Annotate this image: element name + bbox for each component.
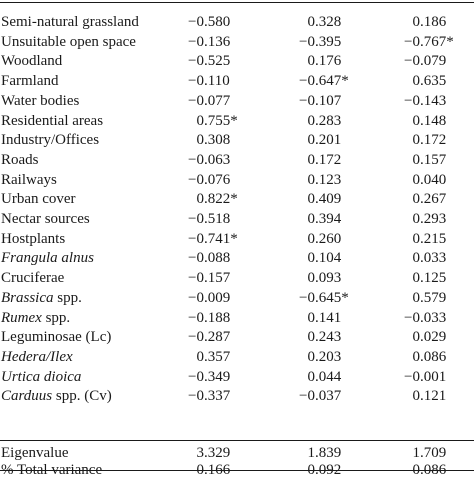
row-label: % Total variance bbox=[1, 462, 103, 478]
row-label: Water bodies bbox=[1, 92, 80, 109]
row-label: Railways bbox=[1, 171, 57, 188]
table-row: Rumex spp. −0.188 0.141 −0.033 bbox=[1, 309, 447, 326]
row-label: Urban cover bbox=[1, 191, 76, 208]
table-row: Woodland −0.525 0.176 −0.079 bbox=[1, 53, 447, 70]
row-label: Industry/Offices bbox=[1, 132, 100, 149]
table-row: Hedera/Ilex 0.357 0.203 0.086 bbox=[1, 348, 447, 365]
table-row: Carduus spp. (Cv) −0.337 −0.037 0.121 bbox=[1, 388, 447, 405]
row-label: Cruciferae bbox=[1, 270, 65, 287]
row-label: Hedera/Ilex bbox=[1, 348, 73, 365]
row-label: Brassica spp. bbox=[1, 289, 82, 306]
bottom-rule bbox=[0, 470, 474, 471]
row-label: Leguminosae (Lc) bbox=[1, 329, 112, 346]
table-row: Industry/Offices 0.308 0.201 0.172 bbox=[1, 132, 447, 149]
table-row: Unsuitable open space −0.136 −0.395 −0.767* bbox=[1, 33, 454, 50]
row-label: Roads bbox=[1, 151, 39, 168]
table-row: Nectar sources −0.518 0.394 0.293 bbox=[1, 211, 447, 227]
row-label: Nectar sources bbox=[1, 211, 90, 227]
table-row: Residential areas 0.755* 0.283 0.148 bbox=[1, 112, 447, 129]
table-row: Roads −0.063 0.172 0.157 bbox=[1, 151, 447, 168]
row-label: Eigenvalue bbox=[1, 445, 69, 461]
table-row: Leguminosae (Lc) −0.287 0.243 0.029 bbox=[1, 329, 447, 346]
row-label: Woodland bbox=[1, 53, 63, 70]
table-row: Farmland −0.110 −0.647* 0.635 bbox=[1, 73, 447, 90]
summary-row: % Total variance 0.166 0.092 0.086 bbox=[1, 462, 447, 478]
table-row: Hostplants −0.741* 0.260 0.215 bbox=[1, 230, 447, 247]
table-row: Frangula alnus −0.088 0.104 0.033 bbox=[1, 250, 447, 267]
summary-row: Eigenvalue 3.329 1.839 1.709 bbox=[1, 445, 447, 461]
row-label: Unsuitable open space bbox=[1, 33, 136, 50]
table-row: Brassica spp. −0.009 −0.645* 0.579 bbox=[1, 289, 447, 306]
row-label: Hostplants bbox=[1, 230, 66, 247]
row-label: Rumex spp. bbox=[1, 309, 71, 326]
middle-rule bbox=[0, 440, 474, 441]
row-label: Farmland bbox=[1, 73, 59, 90]
table-row: Cruciferae −0.157 0.093 0.125 bbox=[1, 270, 447, 287]
table-row: Water bodies −0.077 −0.107 −0.143 bbox=[1, 92, 447, 109]
row-label: Semi-natural grassland bbox=[1, 14, 139, 30]
row-label: Frangula alnus bbox=[1, 250, 94, 267]
table-row: Railways −0.076 0.123 0.040 bbox=[1, 171, 447, 188]
top-rule bbox=[0, 2, 474, 3]
table-row: Semi-natural grassland −0.580 0.328 0.186 bbox=[1, 14, 447, 30]
table-row: Urtica dioica −0.349 0.044 −0.001 bbox=[1, 368, 447, 385]
row-label: Urtica dioica bbox=[1, 368, 82, 385]
row-label: Carduus spp. (Cv) bbox=[1, 388, 112, 405]
table-row: Urban cover 0.822* 0.409 0.267 bbox=[1, 191, 447, 208]
row-label: Residential areas bbox=[1, 112, 104, 129]
